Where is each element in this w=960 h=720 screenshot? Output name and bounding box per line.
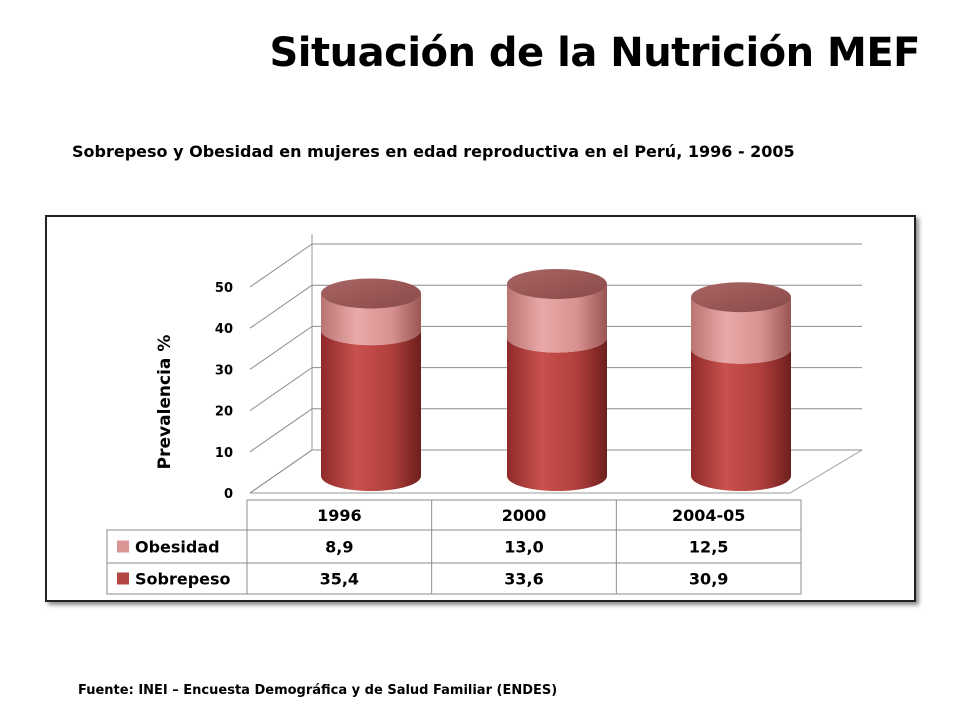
data-label: 35,4 xyxy=(320,570,359,589)
bar-cap-2000 xyxy=(507,269,607,300)
y-tick-label: 0 xyxy=(224,487,233,502)
source-note: Fuente: INEI – Encuesta Demográfica y de… xyxy=(78,683,558,698)
slide-title: Situación de la Nutrición MEF xyxy=(269,30,921,76)
legend-swatch-sobrepeso xyxy=(117,572,129,585)
x-category-label: 2004-05 xyxy=(672,506,745,525)
legend-swatch-obesidad xyxy=(117,540,129,553)
gridline-side xyxy=(249,408,313,453)
bar-obesidad-2000 xyxy=(507,284,607,353)
data-label: 30,9 xyxy=(689,570,728,589)
y-tick-label: 50 xyxy=(215,281,233,296)
x-category-label: 2000 xyxy=(502,506,547,525)
y-tick-label: 10 xyxy=(215,446,233,461)
legend-label-sobrepeso: Sobrepeso xyxy=(135,570,231,589)
y-tick-label: 30 xyxy=(215,363,233,378)
chart-title: Sobrepeso y Obesidad en mujeres en edad … xyxy=(72,142,795,161)
data-label: 33,6 xyxy=(504,570,543,589)
gridline-side xyxy=(249,449,313,494)
data-label: 8,9 xyxy=(325,538,353,557)
gridline-side xyxy=(249,243,313,288)
gridline-side xyxy=(249,284,313,329)
y-tick-label: 20 xyxy=(215,405,233,420)
data-table: 1996 2000 2004-05 Obesidad 8,9 13,0 12,5 Sobrep… xyxy=(106,499,802,595)
bars-layer xyxy=(321,269,791,491)
bar-obesidad-1996 xyxy=(321,293,421,346)
chart-svg: 0 10 20 30 40 50 1996 2000 2004-05 Obesidad 8,9 13… xyxy=(106,234,863,595)
y-axis-label: Prevalencia % xyxy=(155,335,175,470)
chart-frame: 0 10 20 30 40 50 1996 2000 2004-05 Obesidad 8,9 13… xyxy=(45,215,916,602)
legend-label-obesidad: Obesidad xyxy=(135,538,220,557)
floor-right-edge xyxy=(789,449,863,494)
gridline-side xyxy=(249,325,313,370)
data-label: 12,5 xyxy=(689,538,728,557)
bar-sobrepeso-1996 xyxy=(321,330,421,491)
bar-cap-1996 xyxy=(321,278,421,309)
bar-sobrepeso-2000 xyxy=(507,337,607,491)
bar-sobrepeso-2004-05 xyxy=(691,348,791,491)
x-category-label: 1996 xyxy=(317,506,362,525)
data-label: 13,0 xyxy=(504,538,543,557)
table-outline-left xyxy=(106,529,248,595)
y-tick-label: 40 xyxy=(215,322,233,337)
bar-cap-2004-05 xyxy=(691,282,791,313)
bar-obesidad-2004-05 xyxy=(691,297,791,364)
gridline-side xyxy=(249,367,313,412)
